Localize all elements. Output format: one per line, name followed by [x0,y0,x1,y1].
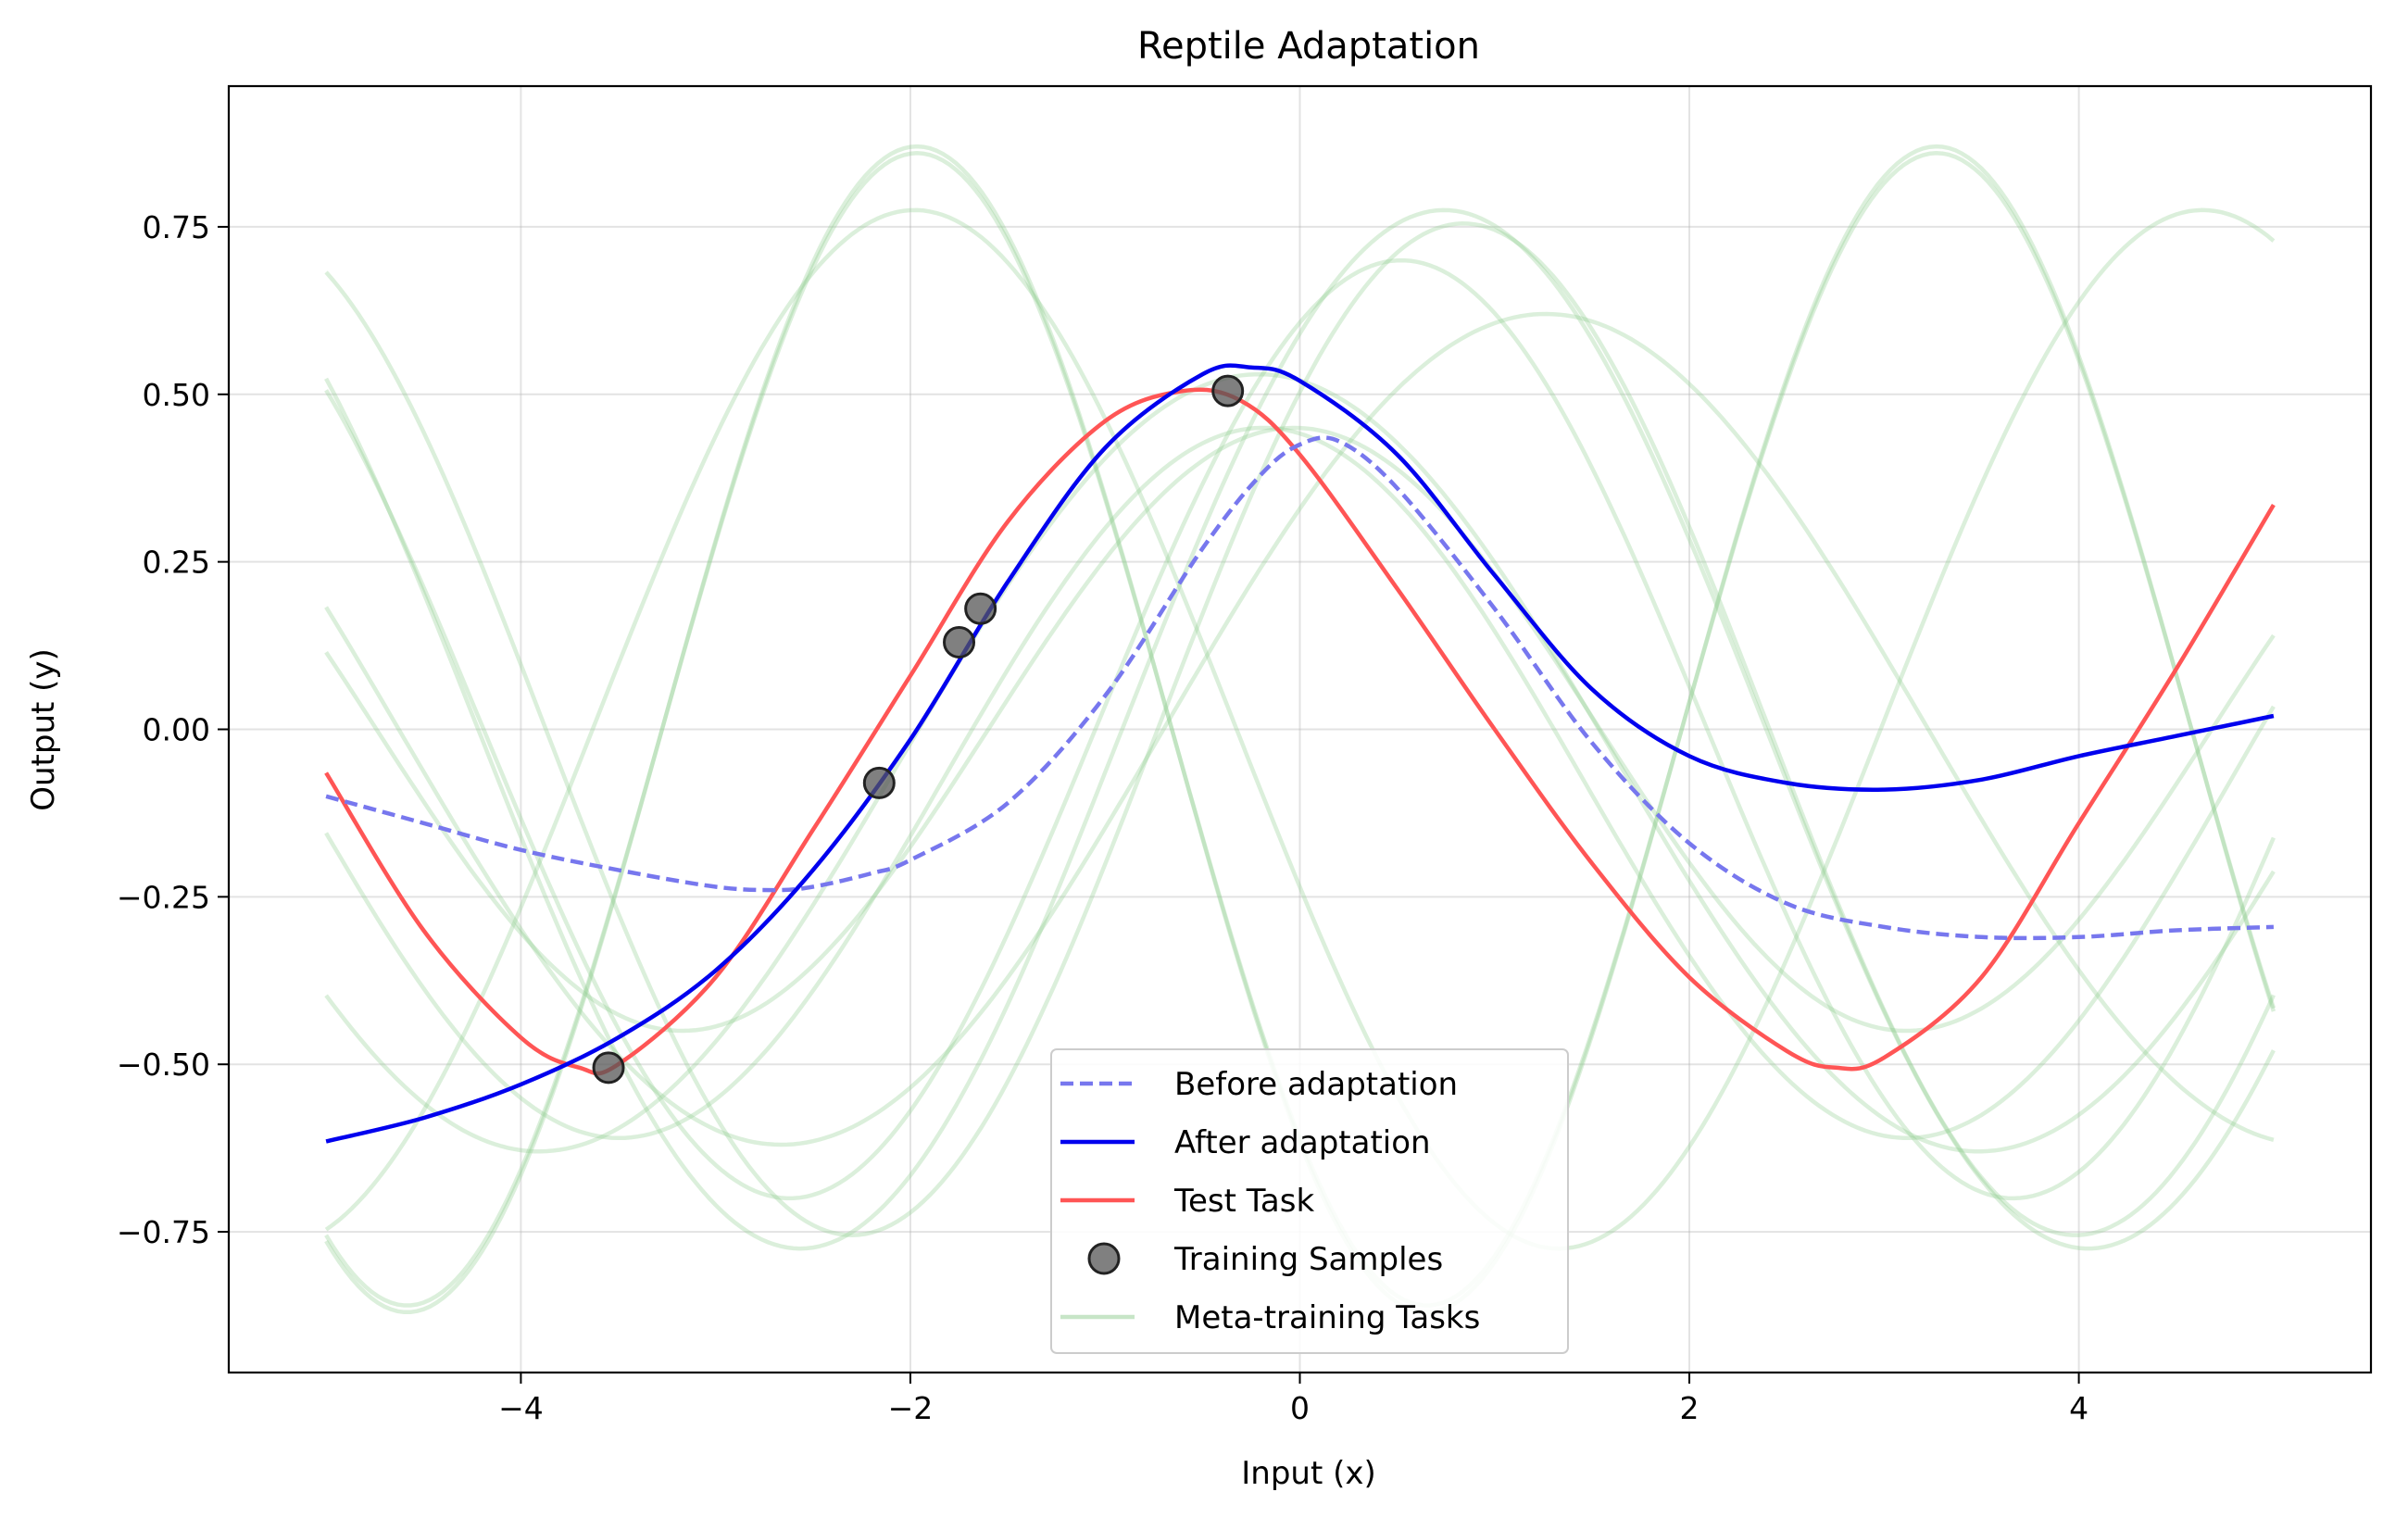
x-tick-label: −2 [888,1390,934,1426]
test-task-line [324,387,2276,1076]
meta-training-task-line-5 [324,257,2276,1201]
x-tick-label: −4 [498,1390,544,1426]
training-sample-point [592,1051,625,1084]
legend-after-label: After adaptation [1174,1124,1431,1161]
legend-test-label: Test Task [1173,1183,1314,1220]
chart-title: Reptile Adaptation [1137,25,1480,68]
legend: Before adaptation After adaptation Test … [1050,1048,1569,1354]
y-tick-label: 0.50 [143,377,210,413]
after-adaptation-line [325,363,2275,1144]
meta-training-task-line-7 [324,311,2275,1147]
y-axis-label: Output (y) [25,648,62,811]
y-tick-label: −0.25 [117,879,210,915]
legend-before-label: Before adaptation [1174,1066,1458,1103]
y-tick-label: −0.50 [117,1047,210,1083]
meta-training-task-line-9 [324,425,2276,1141]
legend-samples-marker [1087,1242,1121,1275]
legend-samples-label: Training Samples [1173,1241,1443,1278]
grid [229,86,2371,1373]
x-tick-label: 0 [1290,1390,1310,1426]
x-tick-label: 4 [2069,1390,2088,1426]
legend-box [1050,1048,1569,1354]
legend-meta-label: Meta-training Tasks [1174,1299,1480,1336]
before-adaptation-line [325,435,2274,941]
meta-training-task-line-4 [324,207,2276,1251]
meta-training-task-line-3 [324,207,2276,1251]
y-axis-ticks: −0.75 −0.50 −0.25 0.00 0.25 0.50 0.75 [117,209,229,1250]
x-tick-label: 2 [1680,1390,1699,1426]
training-sample-markers [592,374,1245,1084]
x-axis-ticks: −4 −2 0 2 4 [498,1373,2088,1426]
training-sample-point [964,592,997,625]
y-tick-label: 0.00 [143,712,210,748]
main-series-lines [324,363,2276,1144]
training-sample-point [1211,374,1245,407]
x-axis-label: Input (x) [1241,1455,1376,1492]
meta-training-task-line-6 [324,221,2276,1237]
training-sample-point [943,625,976,658]
y-tick-label: 0.75 [143,209,210,245]
meta-training-task-line-8 [324,425,2276,1034]
training-sample-point [862,766,896,799]
y-tick-label: −0.75 [117,1214,210,1250]
y-tick-label: 0.25 [143,545,210,581]
